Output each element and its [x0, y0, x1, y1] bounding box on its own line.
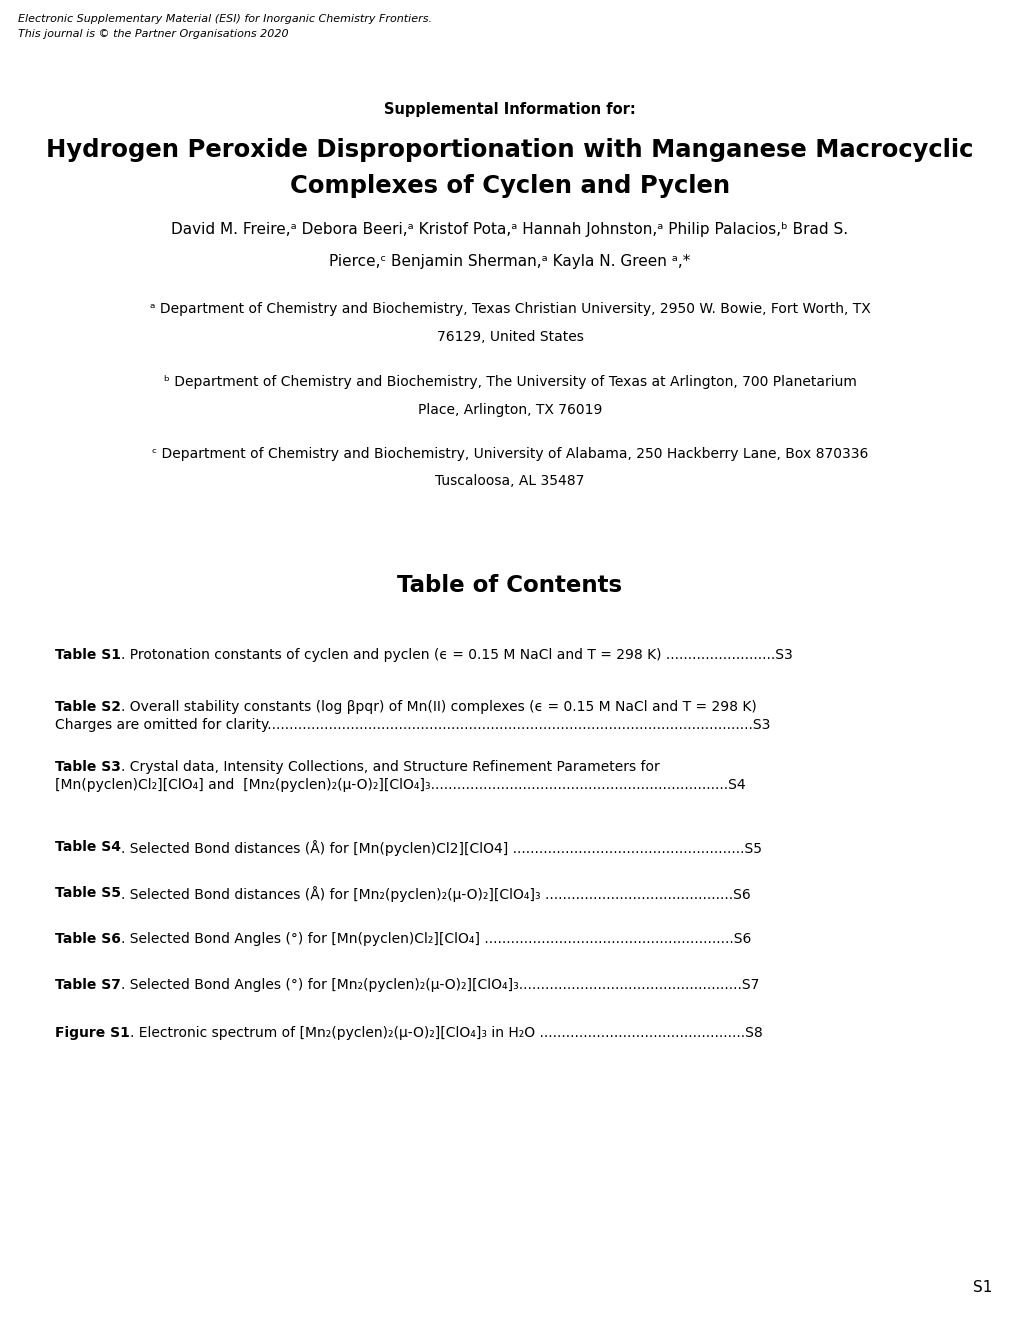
- Text: . Overall stability constants (log βpqr) of Mn(II) complexes (ϵ = 0.15 M NaCl an: . Overall stability constants (log βpqr)…: [121, 700, 756, 714]
- Text: David M. Freire,ᵃ Debora Beeri,ᵃ Kristof Pota,ᵃ Hannah Johnston,ᵃ Philip Palacio: David M. Freire,ᵃ Debora Beeri,ᵃ Kristof…: [171, 222, 848, 238]
- Text: Figure S1: Figure S1: [55, 1026, 129, 1040]
- Text: Place, Arlington, TX 76019: Place, Arlington, TX 76019: [418, 403, 601, 417]
- Text: . Selected Bond Angles (°) for [Mn(pyclen)Cl₂][ClO₄] ...........................: . Selected Bond Angles (°) for [Mn(pycle…: [121, 932, 751, 946]
- Text: Table S1: Table S1: [55, 648, 121, 663]
- Text: Table S3: Table S3: [55, 760, 121, 774]
- Text: Supplemental Information for:: Supplemental Information for:: [384, 102, 635, 117]
- Text: Hydrogen Peroxide Disproportionation with Manganese Macrocyclic: Hydrogen Peroxide Disproportionation wit…: [46, 139, 973, 162]
- Text: Tuscaloosa, AL 35487: Tuscaloosa, AL 35487: [435, 474, 584, 488]
- Text: . Electronic spectrum of [Mn₂(pyclen)₂(μ-O)₂][ClO₄]₃ in H₂O ....................: . Electronic spectrum of [Mn₂(pyclen)₂(μ…: [129, 1026, 762, 1040]
- Text: Table S7: Table S7: [55, 978, 121, 993]
- Text: 76129, United States: 76129, United States: [436, 330, 583, 345]
- Text: ᵃ Department of Chemistry and Biochemistry, Texas Christian University, 2950 W. : ᵃ Department of Chemistry and Biochemist…: [150, 302, 869, 315]
- Text: Table of Contents: Table of Contents: [397, 574, 622, 597]
- Text: Table S2: Table S2: [55, 700, 121, 714]
- Text: Table S6: Table S6: [55, 932, 121, 946]
- Text: ᶜ Department of Chemistry and Biochemistry, University of Alabama, 250 Hackberry: ᶜ Department of Chemistry and Biochemist…: [152, 447, 867, 461]
- Text: Table S4: Table S4: [55, 840, 121, 854]
- Text: . Selected Bond distances (Å) for [Mn₂(pyclen)₂(μ-O)₂][ClO₄]₃ ..................: . Selected Bond distances (Å) for [Mn₂(p…: [121, 886, 750, 902]
- Text: Table S5: Table S5: [55, 886, 121, 900]
- Text: . Selected Bond Angles (°) for [Mn₂(pyclen)₂(μ-O)₂][ClO₄]₃......................: . Selected Bond Angles (°) for [Mn₂(pycl…: [121, 978, 758, 993]
- Text: . Protonation constants of cyclen and pyclen (ϵ = 0.15 M NaCl and T = 298 K) ...: . Protonation constants of cyclen and py…: [121, 648, 792, 663]
- Text: S1: S1: [972, 1280, 991, 1295]
- Text: Charges are omitted for clarity.................................................: Charges are omitted for clarity.........…: [55, 718, 769, 731]
- Text: Complexes of Cyclen and Pyclen: Complexes of Cyclen and Pyclen: [289, 174, 730, 198]
- Text: . Selected Bond distances (Å) for [Mn(pyclen)Cl2][ClO4] ........................: . Selected Bond distances (Å) for [Mn(py…: [121, 840, 761, 855]
- Text: . Crystal data, Intensity Collections, and Structure Refinement Parameters for: . Crystal data, Intensity Collections, a…: [121, 760, 659, 774]
- Text: Electronic Supplementary Material (ESI) for Inorganic Chemistry Frontiers.: Electronic Supplementary Material (ESI) …: [18, 15, 432, 24]
- Text: Pierce,ᶜ Benjamin Sherman,ᵃ Kayla N. Green ᵃ,*: Pierce,ᶜ Benjamin Sherman,ᵃ Kayla N. Gre…: [329, 253, 690, 269]
- Text: This journal is © the Partner Organisations 2020: This journal is © the Partner Organisati…: [18, 29, 288, 40]
- Text: ᵇ Department of Chemistry and Biochemistry, The University of Texas at Arlington: ᵇ Department of Chemistry and Biochemist…: [163, 375, 856, 389]
- Text: [Mn(pyclen)Cl₂][ClO₄] and  [Mn₂(pyclen)₂(μ-O)₂][ClO₄]₃..........................: [Mn(pyclen)Cl₂][ClO₄] and [Mn₂(pyclen)₂(…: [55, 777, 745, 792]
